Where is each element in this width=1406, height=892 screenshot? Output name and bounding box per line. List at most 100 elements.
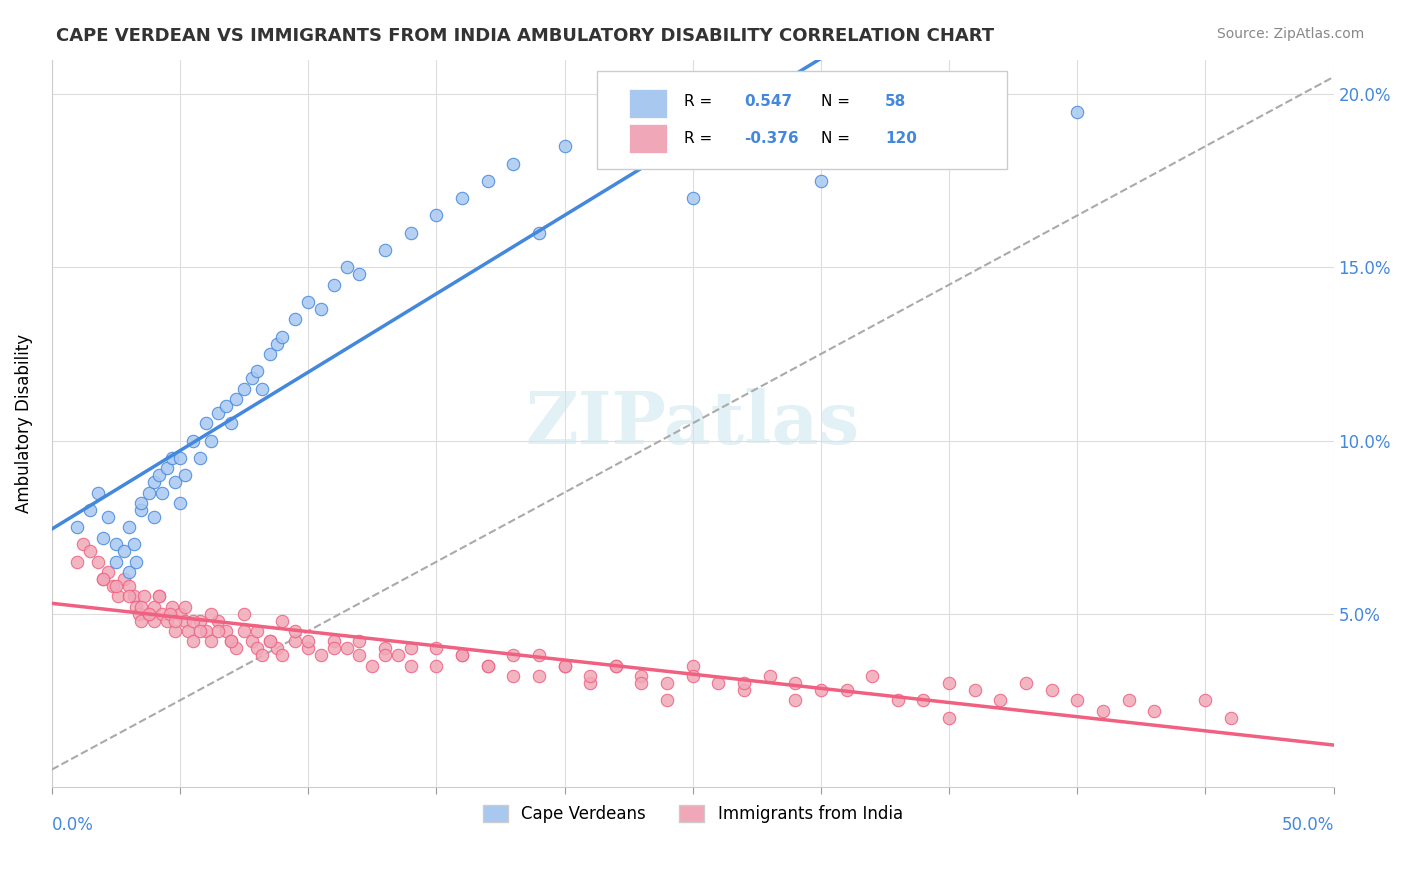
Point (1194, 693, 1216, 707)
Point (477, 658, 499, 673)
Point (1118, 693, 1140, 707)
Point (91, 572, 114, 586)
Point (143, 614, 166, 628)
Point (336, 260, 359, 275)
Point (128, 607, 150, 621)
Point (162, 450, 184, 465)
Point (104, 555, 127, 569)
Point (163, 624, 186, 638)
Point (104, 537, 127, 551)
Point (131, 599, 153, 614)
Point (122, 590, 145, 604)
Point (938, 711, 960, 725)
Point (553, 658, 575, 673)
Point (87, 485, 110, 500)
Point (785, 693, 807, 707)
Point (374, 641, 396, 656)
Point (112, 544, 135, 558)
Point (553, 139, 575, 153)
Point (785, 676, 807, 690)
Point (138, 607, 160, 621)
FancyBboxPatch shape (596, 70, 1007, 169)
Point (1040, 682, 1063, 697)
Text: 0.547: 0.547 (744, 95, 792, 110)
Point (79, 503, 101, 517)
Point (104, 579, 127, 593)
Point (174, 614, 197, 628)
Point (451, 648, 474, 663)
Point (246, 624, 269, 638)
Point (477, 658, 499, 673)
Point (79, 544, 101, 558)
Text: CAPE VERDEAN VS IMMIGRANTS FROM INDIA AMBULATORY DISABILITY CORRELATION CHART: CAPE VERDEAN VS IMMIGRANTS FROM INDIA AM… (56, 27, 994, 45)
Point (148, 590, 170, 604)
Point (284, 312, 307, 326)
Point (259, 634, 281, 648)
Point (118, 590, 141, 604)
Point (733, 676, 755, 690)
Point (233, 607, 256, 621)
Point (374, 243, 396, 257)
Point (605, 658, 627, 673)
Point (118, 565, 141, 579)
Text: N =: N = (821, 130, 849, 145)
Point (938, 676, 960, 690)
Point (1066, 693, 1088, 707)
Point (425, 209, 447, 223)
Point (240, 634, 263, 648)
Point (87, 555, 110, 569)
Point (207, 406, 229, 420)
Point (91, 531, 114, 545)
Point (322, 641, 344, 656)
Point (207, 624, 229, 638)
Point (219, 634, 242, 648)
Point (553, 658, 575, 673)
Point (349, 634, 371, 648)
Point (219, 634, 242, 648)
Point (250, 382, 273, 396)
Point (156, 614, 179, 628)
Point (451, 191, 474, 205)
Point (163, 475, 186, 490)
Point (630, 676, 652, 690)
Point (502, 648, 524, 663)
Point (181, 434, 204, 448)
Point (122, 537, 145, 551)
Point (200, 434, 222, 448)
Y-axis label: Ambulatory Disability: Ambulatory Disability (15, 334, 32, 513)
Point (266, 641, 288, 656)
Point (66, 555, 89, 569)
Point (219, 417, 242, 431)
Point (451, 648, 474, 663)
Point (240, 371, 263, 385)
Point (259, 347, 281, 361)
Point (97, 509, 120, 524)
Point (97, 565, 120, 579)
Point (1015, 676, 1038, 690)
Point (194, 417, 217, 431)
FancyBboxPatch shape (628, 124, 666, 153)
Point (835, 682, 858, 697)
Point (425, 658, 447, 673)
Point (132, 590, 155, 604)
Point (655, 693, 678, 707)
Point (361, 658, 384, 673)
Point (988, 693, 1011, 707)
Point (349, 648, 371, 663)
Point (169, 496, 191, 510)
Point (579, 676, 602, 690)
Point (425, 641, 447, 656)
Point (284, 624, 307, 638)
Point (246, 641, 269, 656)
Point (207, 614, 229, 628)
Point (605, 121, 627, 136)
Point (336, 641, 359, 656)
Text: 58: 58 (884, 95, 907, 110)
Point (284, 634, 307, 648)
Point (477, 174, 499, 188)
Text: Source: ZipAtlas.com: Source: ZipAtlas.com (1216, 27, 1364, 41)
Text: 50.0%: 50.0% (1281, 816, 1334, 834)
Point (309, 648, 332, 663)
Point (72, 537, 94, 551)
Point (309, 301, 332, 316)
